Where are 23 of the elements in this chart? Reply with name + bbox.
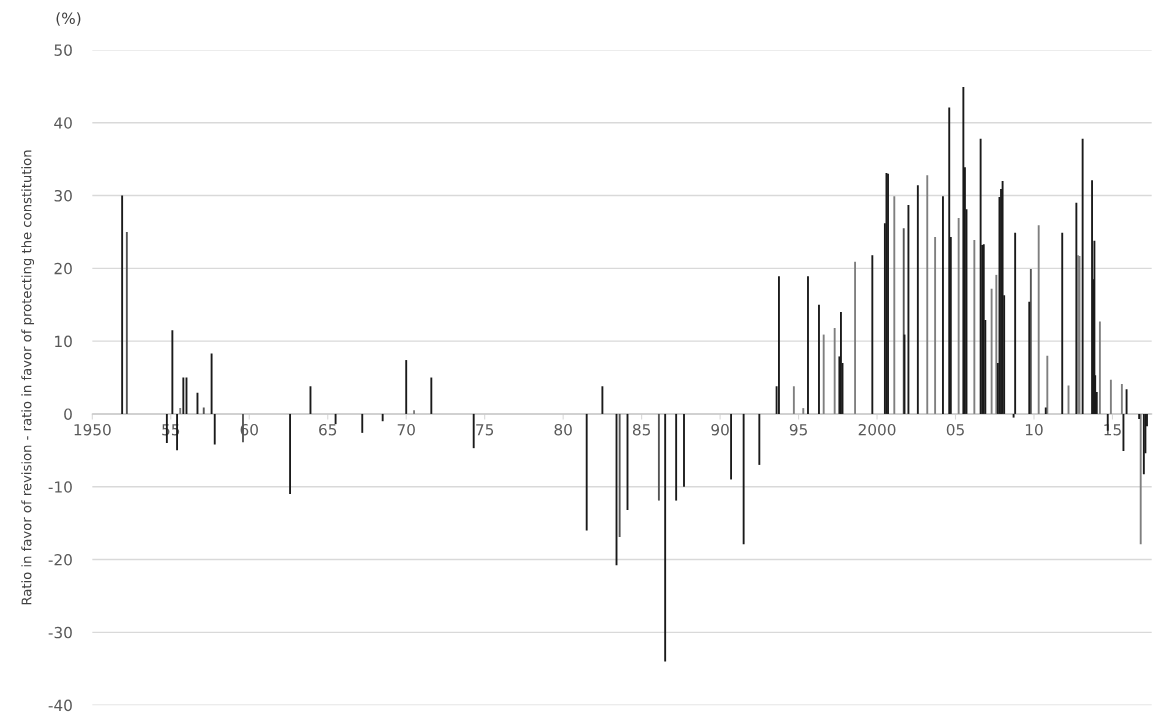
y-tick-label: -30 <box>48 626 72 639</box>
x-tick-label: 90 <box>711 423 729 436</box>
x-tick-label: 85 <box>632 423 651 436</box>
y-axis-title: Ratio in favor of revision - ratio in favor of protecting the constitution <box>21 150 35 605</box>
x-tick-label: 10 <box>1025 423 1043 436</box>
y-tick-label: -40 <box>48 699 72 712</box>
y-tick-label: -10 <box>48 481 72 493</box>
y-tick-label: 20 <box>54 262 72 275</box>
y-tick-label: 10 <box>55 335 72 348</box>
x-tick-label: 1950 <box>74 423 111 436</box>
text: (%) <box>56 12 81 26</box>
y-tick-label: 50 <box>54 44 72 56</box>
y-tick-label: 40 <box>54 117 72 129</box>
y-tick-label: -20 <box>48 554 72 566</box>
x-tick-label: 2000 <box>858 423 896 436</box>
x-tick-label: 75 <box>476 424 494 436</box>
x-tick-label: 95 <box>789 423 807 436</box>
y-tick-label: 30 <box>54 189 72 202</box>
y-tick-label: 0 <box>64 408 72 420</box>
x-tick-label: 65 <box>319 423 337 436</box>
x-tick-label: 80 <box>554 423 572 436</box>
x-tick-label: 70 <box>397 423 415 436</box>
x-tick-label: 05 <box>946 423 964 436</box>
